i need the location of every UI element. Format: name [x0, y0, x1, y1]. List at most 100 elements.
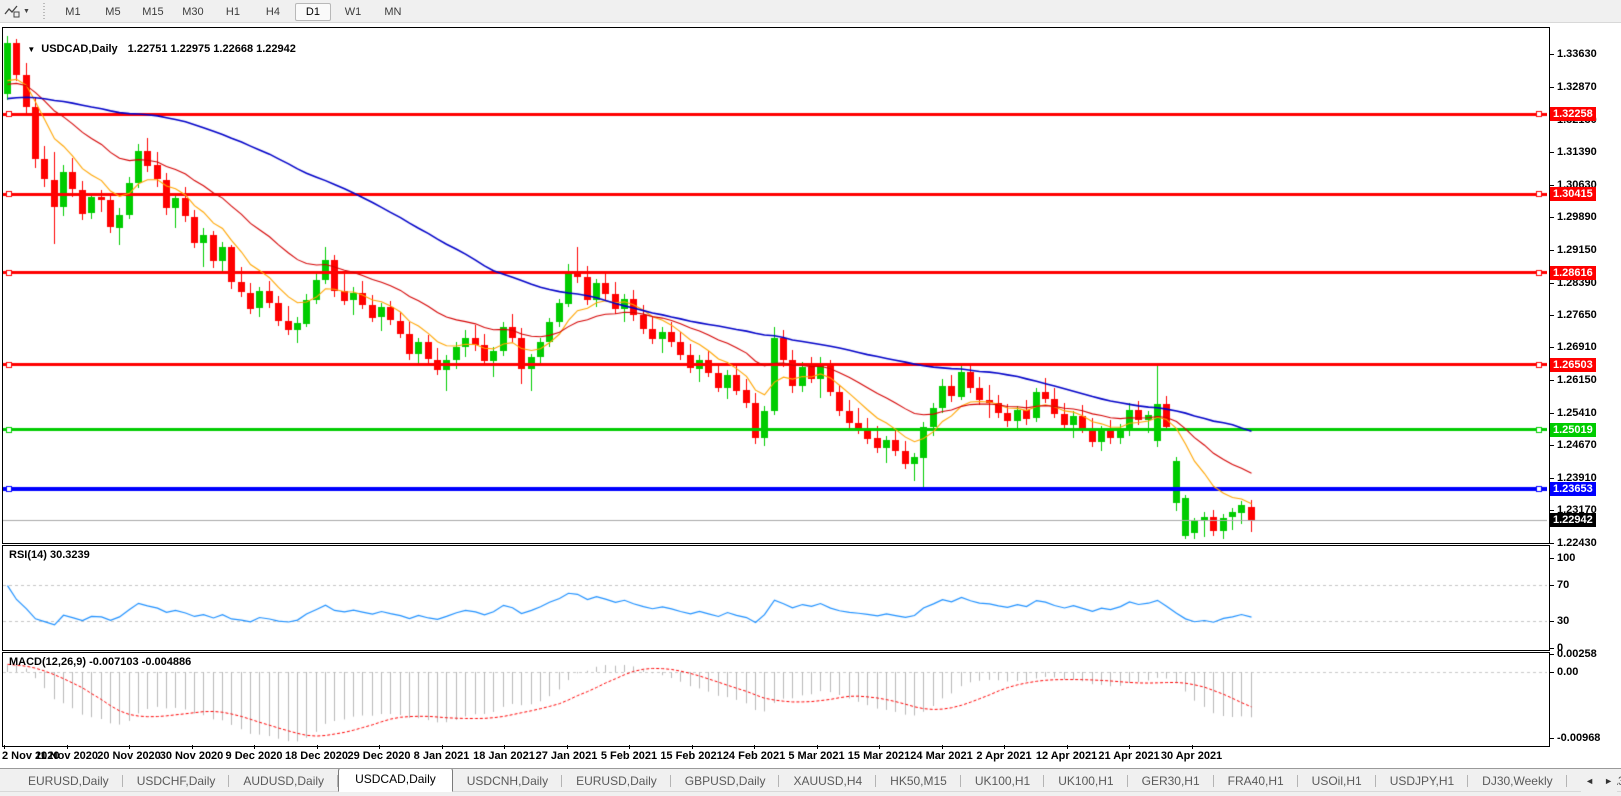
hline-price-label: 1.32258 [1550, 107, 1596, 121]
price-tick-mark [1549, 347, 1554, 348]
tab-dj30-weekly[interactable]: DJ30,Weekly [1468, 770, 1568, 792]
date-tick-mark [942, 745, 943, 749]
timeframe-button-m30[interactable]: M30 [182, 5, 204, 18]
timeframe-button-m1[interactable]: M1 [65, 5, 81, 18]
date-axis-label: 27 Jan 2021 [535, 750, 598, 762]
tab-eurusd-daily[interactable]: EURUSD,Daily [562, 770, 671, 792]
tab-eurusd-daily[interactable]: EURUSD,Daily [14, 770, 123, 792]
tab-gbpusd-daily[interactable]: GBPUSD,Daily [671, 770, 780, 792]
date-axis-label: 24 Feb 2021 [722, 750, 786, 762]
timeframe-button-mn[interactable]: MN [384, 5, 402, 18]
date-axis-label: 15 Feb 2021 [660, 750, 723, 762]
timeframe-button-h4[interactable]: H4 [265, 5, 280, 18]
price-axis[interactable]: 1.336301.328701.321301.313901.306301.298… [1549, 0, 1621, 768]
tab-hk50-m15[interactable]: HK50,M15 [876, 770, 961, 792]
date-axis-label: 8 Jan 2021 [413, 750, 470, 762]
macd-label: MACD(12,26,9) -0.007103 -0.004886 [9, 656, 192, 668]
price-tick-mark [1549, 54, 1554, 55]
chart-cursor-icon[interactable] [4, 3, 20, 19]
tab-uk100-h1[interactable]: UK100,H1 [961, 770, 1045, 792]
price-axis-label: 1.27650 [1557, 308, 1597, 321]
tab-uk100-h1[interactable]: UK100,H1 [1044, 770, 1128, 792]
chevron-down-icon[interactable]: ▼ [23, 7, 30, 15]
date-axis-label: 30 Apr 2021 [1160, 750, 1223, 762]
chart-title-symbol: USDCAD,Daily [41, 43, 118, 55]
tab-ger30-h1[interactable]: GER30,H1 [1128, 770, 1214, 792]
rsi-axis-label: 70 [1557, 579, 1570, 591]
macd-tick-mark [1549, 738, 1554, 739]
date-tick-mark [317, 745, 318, 749]
rsi-axis-label: 30 [1557, 615, 1570, 627]
price-tick-mark [1549, 510, 1554, 511]
date-axis-label: 2 Apr 2021 [976, 750, 1032, 762]
main-chart-window: ▼ USDCAD,Daily 1.22751 1.22975 1.22668 1.2… [2, 27, 1550, 544]
price-tick-mark [1549, 283, 1554, 284]
date-axis-label: 18 Jan 2021 [473, 750, 535, 762]
date-axis-label: 21 Apr 2021 [1098, 750, 1160, 762]
collapse-icon[interactable]: ▼ [27, 45, 36, 54]
date-axis-label: 11 Nov 2020 [35, 750, 98, 762]
tab-usoil-h1[interactable]: USOil,H1 [1298, 770, 1376, 792]
chart-title: ▼ USDCAD,Daily 1.22751 1.22975 1.22668 1.2… [9, 31, 296, 67]
price-axis-label: 1.33630 [1557, 48, 1597, 61]
tab-usdcnh-daily[interactable]: USDCNH,Daily [453, 770, 563, 792]
hline-price-label: 1.25019 [1550, 422, 1596, 437]
rsi-chart-canvas[interactable] [3, 546, 1547, 648]
date-tick-mark [692, 745, 693, 749]
chart-tabs: EURUSD,Daily USDCHF,Daily AUDUSD,Daily USDC… [0, 769, 1621, 792]
price-tick-mark [1549, 543, 1554, 544]
tab-scroll-right-button[interactable]: ► [1604, 775, 1613, 786]
price-axis-label: 1.25410 [1557, 406, 1597, 419]
rsi-label: RSI(14) 30.3239 [9, 549, 90, 561]
date-axis-label: 29 Dec 2020 [347, 750, 411, 762]
rsi-tick-mark [1549, 648, 1554, 649]
date-tick-mark [442, 745, 443, 749]
date-tick-mark [1067, 745, 1068, 749]
toolbar-grip-handle[interactable] [41, 3, 47, 19]
tab-xauusd-h4[interactable]: XAUUSD,H4 [779, 770, 876, 792]
price-axis-label: 1.32870 [1557, 81, 1597, 94]
date-axis-label: 5 Feb 2021 [600, 750, 658, 762]
timeframe-button-m5[interactable]: M5 [105, 5, 121, 18]
rsi-tick-mark [1549, 585, 1554, 586]
price-tick-mark [1549, 87, 1554, 88]
tab-fra40-h1[interactable]: FRA40,H1 [1214, 770, 1298, 792]
candlestick-chart-canvas[interactable] [3, 28, 1547, 541]
price-tick-mark [1549, 380, 1554, 381]
tab-scroll-left-button[interactable]: ◄ [1585, 775, 1595, 786]
timeframe-button-d1[interactable]: D1 [294, 2, 331, 21]
tab-usdchf-daily[interactable]: USDCHF,Daily [123, 770, 230, 792]
hline-price-label: 1.28616 [1550, 265, 1596, 280]
rsi-axis-label: 100 [1557, 552, 1576, 564]
price-tick-mark [1549, 413, 1554, 414]
date-axis-label: 5 Mar 2021 [788, 750, 845, 762]
timeframe-button-w1[interactable]: W1 [344, 5, 362, 18]
chart-title-ohlc: 1.22751 1.22975 1.22668 1.22942 [127, 43, 296, 55]
timeframe-button-m15[interactable]: M15 [142, 5, 164, 18]
tab-audusd-daily[interactable]: AUDUSD,Daily [229, 770, 338, 792]
timeframe-button-h1[interactable]: H1 [225, 5, 240, 18]
hline-price-label: 1.23653 [1550, 482, 1596, 497]
date-tick-mark [754, 745, 755, 749]
price-tick-mark [1549, 250, 1554, 251]
tab-usdcad-daily[interactable]: USDCAD,Daily [338, 769, 453, 792]
price-tick-mark [1549, 185, 1554, 186]
price-axis-label: 1.26910 [1557, 341, 1597, 354]
hline-price-label: 1.30415 [1550, 187, 1596, 202]
date-tick-mark [379, 745, 380, 749]
date-axis[interactable]: 2 Nov 2020 11 Nov 2020 20 Nov 2020 30 Nov 2… [2, 745, 1562, 767]
date-tick-mark [879, 745, 880, 749]
price-axis-label: 1.23910 [1557, 471, 1597, 484]
price-axis-label: 1.26150 [1557, 374, 1597, 387]
date-tick-mark [192, 745, 193, 749]
date-tick-mark [1192, 745, 1193, 749]
macd-chart-canvas[interactable] [3, 653, 1547, 744]
rsi-tick-mark [1549, 558, 1554, 559]
tab-scroll-arrows: ◄ ► [1581, 769, 1617, 792]
date-axis-label: 30 Nov 2020 [159, 750, 224, 762]
macd-tick-mark [1549, 672, 1554, 673]
tab-usdjpy-h1[interactable]: USDJPY,H1 [1376, 770, 1469, 792]
date-tick-mark [1004, 745, 1005, 749]
price-axis-label: 1.29890 [1557, 211, 1597, 224]
